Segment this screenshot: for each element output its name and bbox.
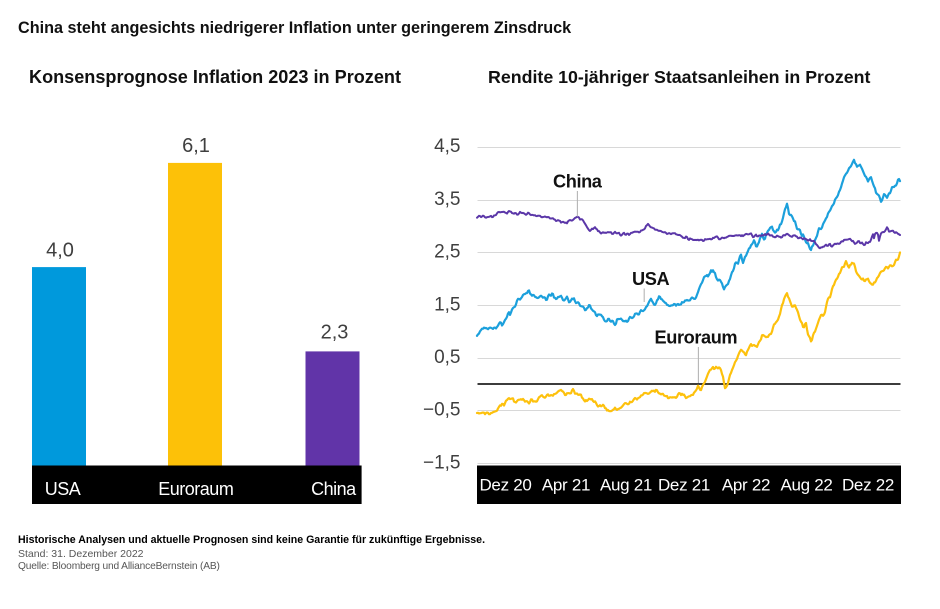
svg-text:USA: USA [632, 269, 669, 289]
svg-text:USA: USA [45, 479, 81, 499]
svg-text:China: China [311, 479, 357, 499]
svg-text:Apr 21: Apr 21 [542, 476, 590, 495]
svg-text:−0,5: −0,5 [423, 400, 461, 421]
svg-text:2,3: 2,3 [321, 322, 349, 344]
svg-text:Aug 22: Aug 22 [780, 476, 832, 495]
svg-text:0,5: 0,5 [434, 347, 460, 368]
svg-text:Dez 21: Dez 21 [658, 476, 710, 495]
svg-text:Euroraum: Euroraum [158, 479, 233, 499]
svg-text:Apr 22: Apr 22 [722, 476, 770, 495]
svg-text:Dez 20: Dez 20 [479, 476, 531, 495]
svg-text:2,5: 2,5 [434, 242, 460, 263]
svg-text:Aug 21: Aug 21 [600, 476, 652, 495]
svg-text:Dez 22: Dez 22 [842, 476, 894, 495]
svg-text:−1,5: −1,5 [423, 452, 461, 473]
svg-text:4,5: 4,5 [434, 136, 460, 157]
svg-text:Euroraum: Euroraum [655, 328, 738, 348]
svg-text:China: China [553, 171, 603, 191]
svg-text:3,5: 3,5 [434, 189, 460, 210]
svg-text:1,5: 1,5 [434, 294, 460, 315]
svg-text:4,0: 4,0 [46, 239, 74, 261]
svg-text:6,1: 6,1 [182, 135, 210, 157]
